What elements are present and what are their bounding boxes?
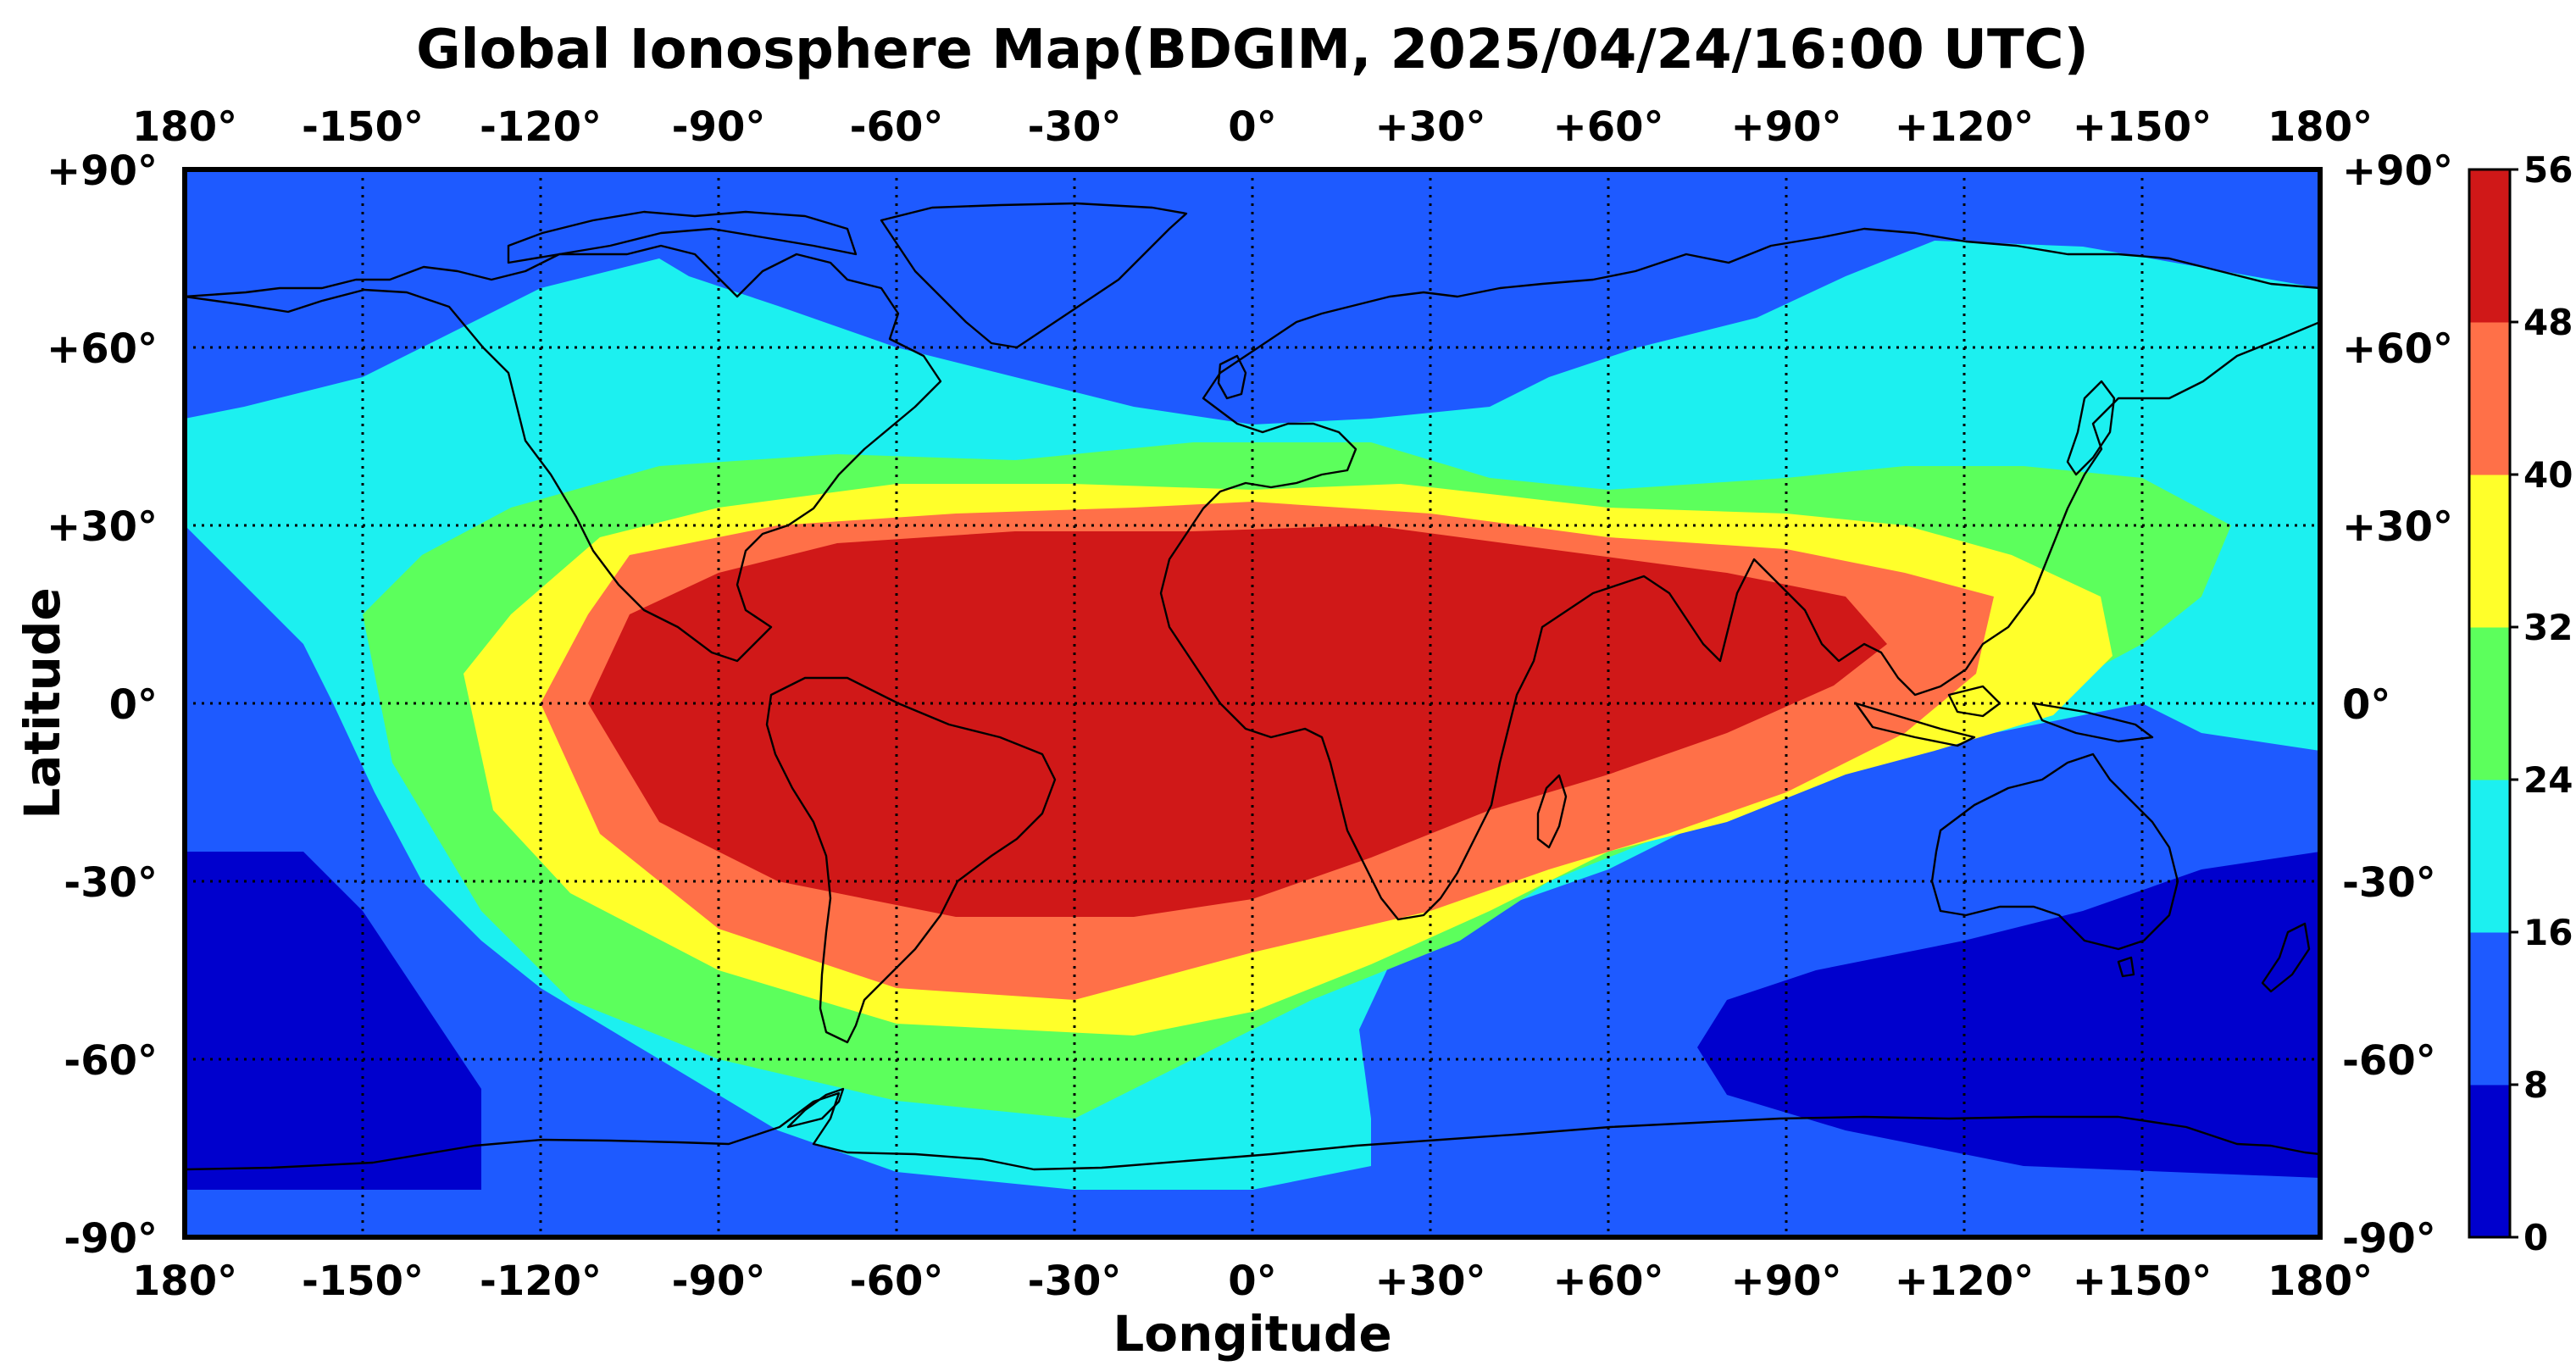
colorbar-segment <box>2469 322 2510 475</box>
lon-tick-label: +120° <box>1895 103 2034 151</box>
lat-tick-label: -90° <box>2342 1215 2436 1263</box>
x-axis-label: Longitude <box>1113 1305 1391 1363</box>
lon-tick-label: 180° <box>132 103 237 151</box>
lat-tick-label: -60° <box>2342 1037 2436 1085</box>
map-frame <box>182 167 2323 1240</box>
lon-tick-label: -120° <box>480 1258 602 1305</box>
lat-tick-label: +90° <box>47 147 158 195</box>
lon-tick-label: 180° <box>2268 103 2373 151</box>
lon-tick-label: 0° <box>1228 1258 1276 1305</box>
lat-ticks-right: +90° +60° +30° 0° -30° -60° -90° <box>2342 147 2453 1263</box>
coastline-arctic-islands <box>507 210 858 264</box>
lon-tick-label: -150° <box>302 1258 424 1305</box>
colorbar-segment <box>2469 1085 2510 1238</box>
colorbar-tick-label: 24 <box>2523 759 2573 801</box>
lat-tick-label: +30° <box>47 503 158 551</box>
lat-tick-label: -30° <box>64 859 158 907</box>
colorbar-tick-label: 56 <box>2523 149 2573 191</box>
tec-band-0-8-southeast <box>1697 852 2320 1178</box>
coastline-british-isles <box>1217 354 1247 400</box>
lon-tick-label: 180° <box>132 1258 237 1305</box>
coastline-antarctica <box>185 1091 2320 1171</box>
coastline-eurasia-africa <box>1159 227 2320 921</box>
lon-tick-label: +90° <box>1730 1258 1841 1305</box>
colorbar-tick-label: 48 <box>2523 302 2573 343</box>
lat-tick-label: 0° <box>109 681 158 729</box>
colorbar-tick-label: 8 <box>2523 1064 2548 1106</box>
map-title: Global Ionosphere Map(BDGIM, 2025/04/24/… <box>416 19 2089 81</box>
colorbar-tick-label: 0 <box>2523 1217 2548 1258</box>
coastline-australia <box>1930 752 2179 951</box>
coastline-japan <box>2066 380 2116 476</box>
lat-tick-label: +90° <box>2342 147 2453 195</box>
tec-band-0-8-southwest <box>185 852 481 1190</box>
lon-tick-label: -90° <box>672 1258 766 1305</box>
lon-tick-label: +150° <box>2073 103 2212 151</box>
coastlines <box>185 202 2320 1171</box>
coastline-madagascar <box>1536 774 1568 849</box>
colorbar-segment <box>2469 475 2510 628</box>
coastline-greenland <box>880 202 1188 349</box>
coastline-indonesia <box>1854 685 2154 747</box>
colorbar-segment <box>2469 627 2510 780</box>
lat-tick-label: +60° <box>47 325 158 373</box>
lat-tick-label: +30° <box>2342 503 2453 551</box>
colorbar-frame <box>2468 168 2512 1239</box>
lon-ticks-top: 180° -150° -120° -90° -60° -30° 0° +30° +60° +90°… <box>132 103 2373 151</box>
lon-tick-label: +30° <box>1374 103 1485 151</box>
lon-tick-label: -150° <box>302 103 424 151</box>
lat-tick-label: +60° <box>2342 325 2453 373</box>
map-panel <box>182 167 2323 1240</box>
lon-tick-label: -30° <box>1028 103 1122 151</box>
lon-tick-label: -60° <box>850 1258 944 1305</box>
lon-tick-label: +60° <box>1552 1258 1663 1305</box>
lon-tick-label: +30° <box>1374 1258 1485 1305</box>
coastline-south-america <box>765 676 1057 1044</box>
lon-ticks-bottom: 180° -150° -120° -90° -60° -30° 0° +30° +60° +90°… <box>132 1258 2373 1305</box>
graticule <box>185 169 2320 1237</box>
y-axis-label: Latitude <box>14 587 71 819</box>
coastline-north-america <box>185 244 942 663</box>
coastline-new-zealand <box>2117 922 2311 993</box>
lon-tick-label: +90° <box>1730 103 1841 151</box>
lon-tick-label: -120° <box>480 103 602 151</box>
colorbar-tick-label: 16 <box>2523 912 2573 953</box>
lon-tick-label: 180° <box>2268 1258 2373 1305</box>
lat-tick-label: -30° <box>2342 859 2436 907</box>
lon-tick-label: -90° <box>672 103 766 151</box>
lat-tick-label: -90° <box>64 1215 158 1263</box>
lon-tick-label: -60° <box>850 103 944 151</box>
lon-tick-label: 0° <box>1228 103 1276 151</box>
colorbar-segment <box>2469 932 2510 1086</box>
lat-ticks-left: +90° +60° +30° 0° -30° -60° -90° <box>47 147 158 1263</box>
colorbar-tick-label: 40 <box>2523 454 2573 496</box>
lat-tick-label: -60° <box>64 1037 158 1085</box>
colorbar-segment <box>2469 169 2510 323</box>
colorbar-segment <box>2469 780 2510 933</box>
colorbar-tick-label: 32 <box>2523 607 2573 648</box>
lon-tick-label: +120° <box>1895 1258 2034 1305</box>
lon-tick-label: +60° <box>1552 103 1663 151</box>
lon-tick-label: +150° <box>2073 1258 2212 1305</box>
colorbar: 56 48 40 32 24 16 8 0 <box>2468 149 2573 1258</box>
coastline-antarctic-peninsula <box>786 1087 845 1129</box>
lat-tick-label: 0° <box>2342 681 2390 729</box>
lon-tick-label: -30° <box>1028 1258 1122 1305</box>
